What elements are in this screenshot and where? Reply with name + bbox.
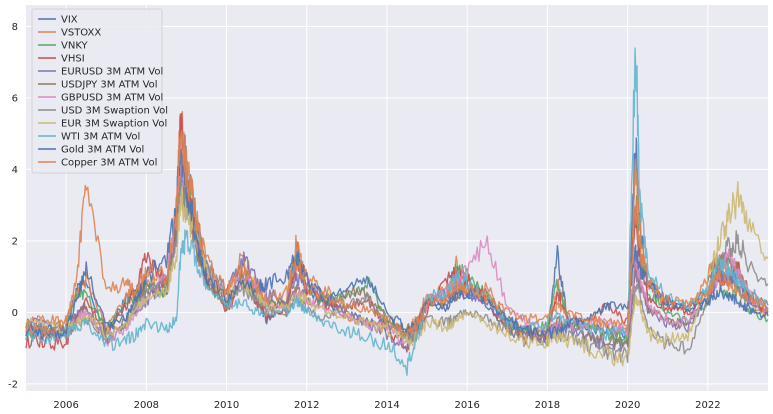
y-tick-label: 2 — [12, 236, 18, 247]
legend-entry: VHSI — [61, 54, 85, 65]
y-tick-label: 6 — [12, 93, 18, 104]
legend-entry: Gold 3M ATM Vol — [61, 145, 144, 156]
series-lines — [25, 47, 769, 376]
legend-entry: USD 3M Swaption Vol — [61, 106, 168, 117]
x-tick-label: 2016 — [454, 400, 479, 411]
series-line — [25, 176, 769, 363]
legend[interactable]: VIX VSTOXX VNKY VHSI EURUSD 3M ATM Vol USDJPY… — [31, 8, 168, 174]
y-tick-label: 8 — [12, 22, 18, 33]
series-line — [25, 47, 769, 376]
series-line — [25, 148, 769, 340]
legend-entry: VNKY — [61, 41, 89, 52]
y-tick-label: -2 — [8, 379, 18, 390]
series-line — [25, 129, 769, 338]
legend-entry: WTI 3M ATM Vol — [61, 132, 140, 143]
series-line — [25, 112, 769, 353]
x-tick-label: 2008 — [134, 400, 159, 411]
x-tick-label: 2006 — [53, 400, 78, 411]
legend-entry: VIX — [61, 15, 78, 26]
x-tick-label: 2020 — [615, 400, 640, 411]
y-tick-label: 4 — [12, 165, 18, 176]
x-tick-label: 2018 — [535, 400, 560, 411]
x-tick-label: 2012 — [294, 400, 319, 411]
series-line — [25, 137, 769, 347]
axis-ticks: 2006 2008 2010 2012 2014 2016 2018 2020 2022 -2 0 2… — [8, 22, 721, 411]
y-tick-label: 0 — [12, 308, 18, 319]
legend-box — [31, 8, 163, 174]
series-line — [25, 180, 769, 367]
legend-entry: EUR 3M Swaption Vol — [61, 119, 167, 130]
legend-entry: USDJPY 3M ATM Vol — [61, 80, 158, 91]
x-tick-label: 2022 — [695, 400, 720, 411]
legend-entry: Copper 3M ATM Vol — [61, 158, 157, 169]
x-tick-label: 2014 — [374, 400, 399, 411]
x-tick-label: 2010 — [214, 400, 239, 411]
legend-entry: GBPUSD 3M ATM Vol — [61, 93, 163, 104]
legend-entry: EURUSD 3M ATM Vol — [61, 67, 163, 78]
legend-entry: VSTOXX — [61, 28, 101, 39]
